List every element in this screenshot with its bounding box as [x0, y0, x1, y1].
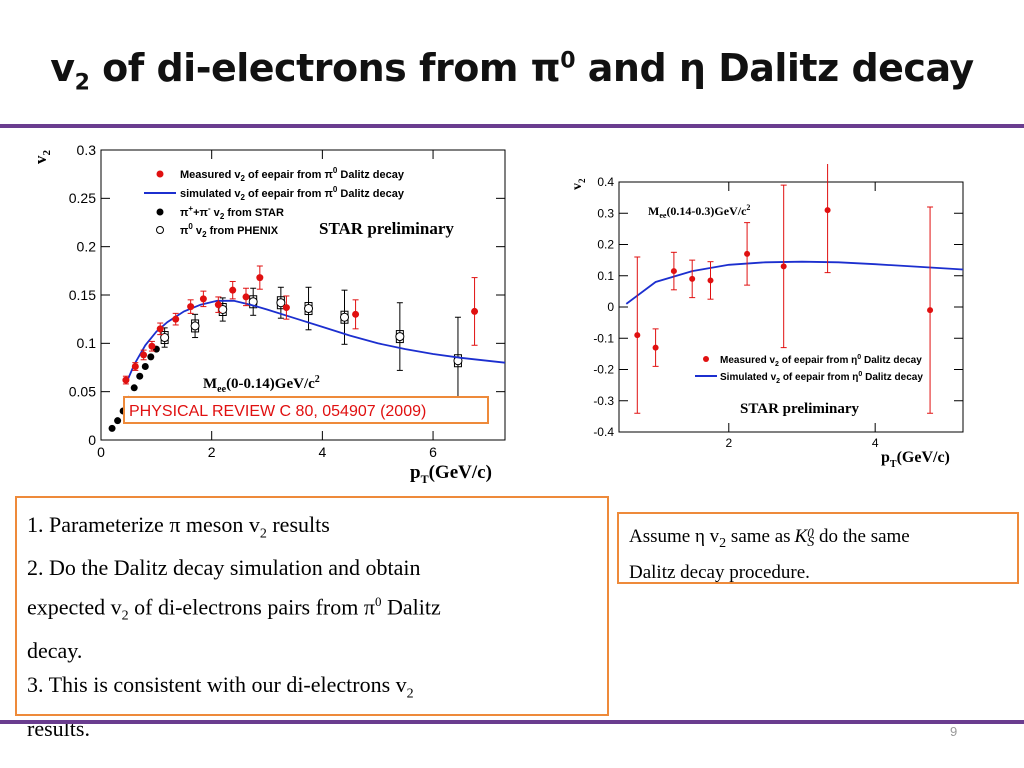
x-tick-label: 4 [872, 436, 879, 450]
y-axis-label: v2 [570, 178, 587, 190]
star-pion-point [136, 372, 144, 380]
assumption-line-1: Assume η v2 same as K 0 S do the same [629, 524, 910, 551]
simulated-curve [125, 299, 506, 385]
x-axis-label: pT(GeV/c) [881, 449, 950, 470]
measured-point [352, 310, 360, 318]
method-step-3: 3. This is consistent with our di-electr… [27, 672, 414, 702]
phenix-point [304, 304, 314, 314]
method-step-1: 1. Parameterize π meson v2 results [27, 512, 330, 542]
legend-marker-star [156, 208, 164, 216]
measured-point [214, 301, 222, 309]
legend: Measured v2 of eepair from η0 Dalitz dec… [695, 354, 923, 385]
y-tick-label: -0.3 [593, 394, 614, 408]
simulated-curve [625, 260, 964, 305]
method-step-2-cont: expected v2 of di-electrons pairs from π… [27, 594, 441, 625]
phenix-point [395, 332, 405, 342]
legend-label-measured: Measured v2 of eepair from η0 Dalitz dec… [720, 354, 922, 368]
star-pion-point [141, 363, 149, 371]
method-step-2-end: decay. [27, 638, 83, 664]
x-tick-label: 2 [208, 444, 216, 460]
measured-point [140, 351, 148, 359]
y-tick-label: 0.25 [69, 190, 96, 206]
measured-point [172, 315, 180, 323]
method-notes-box: 1. Parameterize π meson v2 results 2. Do… [15, 496, 609, 741]
measured-point [199, 295, 207, 303]
method-step-2: 2. Do the Dalitz decay simulation and ob… [27, 555, 421, 581]
y-tick-label: 0 [607, 300, 614, 314]
measured-point [471, 307, 479, 315]
pi0-v2-chart: 00.050.10.150.20.250.30 2 4 6 v2 pT(GeV/c) … [31, 142, 506, 486]
star-pion-point [130, 384, 138, 392]
star-pion-point [114, 417, 122, 425]
legend-label-simulated: Simulated v2 of eepair from η0 Dalitz de… [720, 371, 923, 385]
star-pion-point [108, 424, 116, 432]
legend-marker-measured [156, 170, 164, 178]
mass-range-label: Mee(0.14-0.3)GeV/c2 [648, 203, 750, 220]
measured-point [256, 274, 264, 282]
measured-point [652, 344, 659, 351]
y-tick-label: 0.1 [77, 335, 97, 351]
y-tick-label: 0.2 [77, 239, 97, 255]
assumption-box: Assume η v2 same as K 0 S do the same Dalit… [617, 512, 1019, 584]
measured-point [131, 363, 139, 371]
legend-label-phenix: π0 v2 from PHENIX [180, 222, 279, 239]
plot-frame [618, 181, 964, 433]
legend-label-star: π++π- v2 from STAR [180, 204, 284, 221]
measured-point [634, 332, 641, 339]
y-tick-label: 0.05 [69, 384, 96, 400]
measured-point [242, 293, 250, 301]
x-tick-label: 0 [97, 444, 105, 460]
mass-range-label: Mee(0-0.14)GeV/c2 [203, 374, 320, 395]
measured-point [670, 268, 677, 275]
y-tick-label: 0.1 [597, 269, 614, 283]
measured-point [122, 376, 130, 384]
preliminary-label: STAR preliminary [740, 401, 860, 417]
top-rule [0, 124, 1024, 128]
y-tick-label: 0.3 [597, 206, 614, 220]
assumption-line-2: Dalitz decay procedure. [629, 561, 810, 583]
page-number: 9 [950, 724, 958, 739]
phenix-point [190, 321, 200, 331]
measured-point [148, 342, 156, 350]
measured-point [744, 250, 751, 257]
y-tick-label: 0.4 [597, 175, 614, 189]
measured-point [187, 303, 195, 311]
measured-point [229, 286, 237, 294]
legend-marker-phenix [156, 226, 164, 234]
star-pion-point [147, 353, 155, 361]
y-tick-label: 0.15 [69, 287, 96, 303]
x-tick-label: 2 [725, 436, 732, 450]
bottom-rule [0, 720, 1024, 724]
measured-point [689, 275, 696, 282]
y-axis-label: v2 [31, 150, 53, 165]
phenix-point [160, 333, 170, 343]
measured-point [707, 277, 714, 284]
x-tick-label: 6 [429, 444, 437, 460]
measured-point [927, 307, 934, 314]
y-tick-label: -0.4 [593, 425, 614, 439]
legend-marker-measured [703, 356, 709, 362]
legend-label-measured: Measured v2 of eepair from π0 Dalitz dec… [180, 166, 405, 183]
legend-label-simulated: simulated v2 of eepair from π0 Dalitz de… [180, 185, 405, 202]
eta-v2-chart: -0.4 -0.3 -0.2 -0.1 0 0.1 0.2 0.3 0.4 2 4 v2 pT(Ge… [570, 164, 964, 470]
slide-title: v2 of di-electrons from π0 and η Dalitz … [50, 46, 974, 96]
y-tick-label: -0.1 [593, 331, 614, 345]
measured-point [780, 263, 787, 270]
y-tick-label: -0.2 [593, 363, 614, 377]
x-axis-label: pT(GeV/c) [410, 462, 492, 486]
phenix-point [340, 312, 350, 322]
y-tick-label: 0.2 [597, 238, 614, 252]
citation-box [123, 396, 489, 424]
method-step-3-end: results. [27, 715, 90, 741]
phenix-point [276, 298, 286, 308]
legend: Measured v2 of eepair from π0 Dalitz dec… [144, 166, 405, 239]
measured-point [824, 207, 831, 214]
preliminary-label: STAR preliminary [319, 219, 454, 238]
measured-point [282, 304, 290, 312]
y-tick-label: 0 [88, 432, 96, 448]
measured-point [156, 325, 164, 333]
x-tick-label: 4 [318, 444, 326, 460]
citation-text: PHYSICAL REVIEW C 80, 054907 (2009) [129, 403, 426, 420]
y-tick-label: 0.3 [77, 142, 97, 158]
